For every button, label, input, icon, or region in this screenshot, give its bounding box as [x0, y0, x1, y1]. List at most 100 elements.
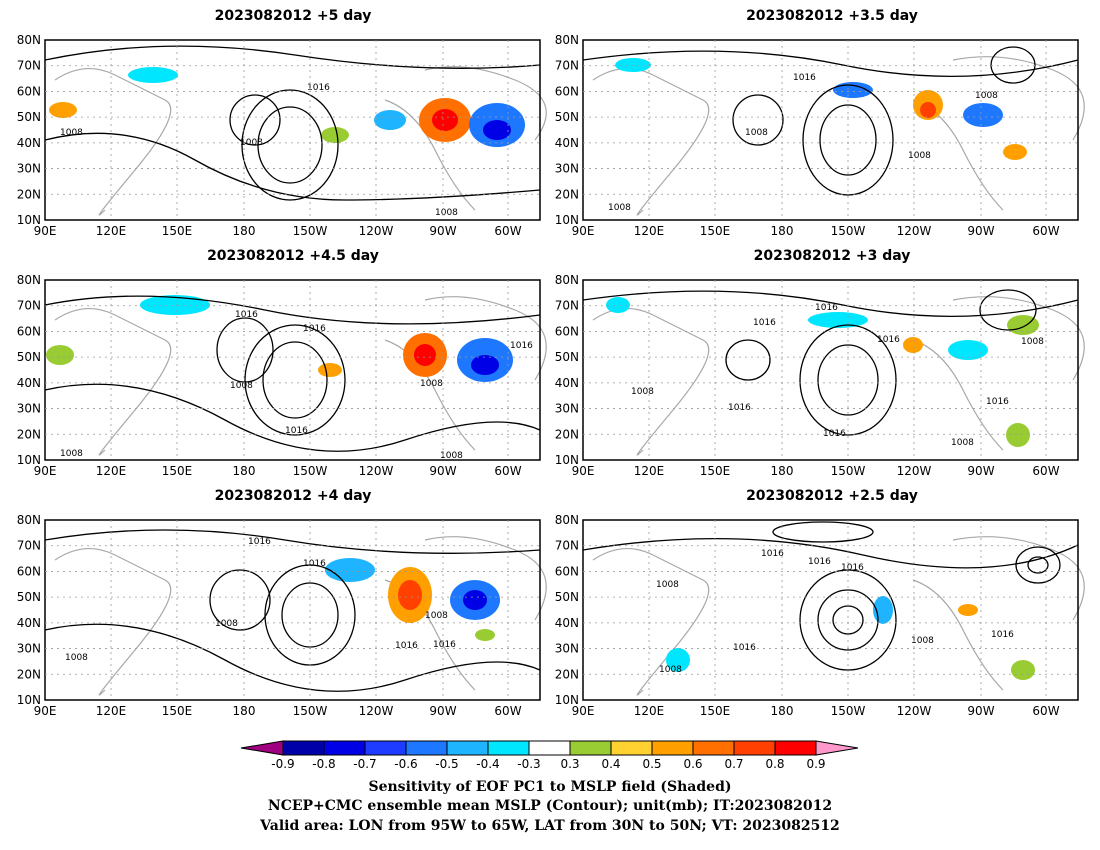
contour-label: 1008	[215, 619, 238, 629]
lat-tick-label: 20N	[555, 187, 579, 201]
sensitivity-shading	[49, 67, 525, 147]
lon-tick-label: 120E	[96, 224, 127, 238]
contour-label: 1008	[908, 151, 931, 161]
lat-tick-label: 80N	[17, 33, 41, 47]
lat-tick-label: 70N	[555, 59, 579, 73]
lon-tick-label: 150E	[700, 464, 731, 478]
lon-tick-label: 150W	[293, 704, 328, 718]
colorbar-tick-label: -0.3	[517, 757, 540, 771]
colorbar: -0.9 -0.8 -0.7 -0.6 -0.5 -0.4 -0.3 0.3 0.4 0.5 0.6…	[240, 740, 859, 771]
lon-tick-label: 90E	[572, 464, 595, 478]
lat-tick-label: 20N	[17, 667, 41, 681]
lat-tick-label: 60N	[555, 564, 579, 578]
contour-label: 1016	[248, 537, 271, 547]
lon-tick-label: 150E	[162, 704, 193, 718]
lon-tick-label: 150W	[831, 464, 866, 478]
lat-tick-label: 60N	[17, 84, 41, 98]
lat-tick-label: 10N	[555, 693, 579, 707]
lon-tick-label: 90W	[967, 224, 994, 238]
colorbar-left-arrow	[240, 740, 284, 756]
lon-tick-label: 150W	[831, 704, 866, 718]
contour-label: 1008	[420, 379, 443, 389]
colorbar-tick-label: 0.4	[601, 757, 620, 771]
lon-tick-label: 150E	[162, 464, 193, 478]
lat-tick-label: 70N	[17, 299, 41, 313]
contour-label: 1016	[991, 630, 1014, 640]
lon-tick-label: 90E	[34, 464, 57, 478]
sensitivity-shading	[666, 596, 1035, 680]
lat-tick-label: 10N	[555, 213, 579, 227]
lat-tick-label: 50N	[555, 110, 579, 124]
lat-tick-label: 80N	[555, 33, 579, 47]
lat-tick-label: 30N	[555, 162, 579, 176]
contour-label: 1016	[307, 83, 330, 93]
colorbar-tick-label: -0.8	[312, 757, 335, 771]
mslp-contours	[44, 45, 541, 201]
lon-tick-label: 90E	[34, 224, 57, 238]
lon-tick-label: 120W	[897, 464, 932, 478]
panel-title: 2023082012 +5 day	[215, 8, 372, 24]
lat-tick-label: 80N	[555, 513, 579, 527]
contour-label: 1016	[815, 303, 838, 313]
contour-label: 1016	[753, 318, 776, 328]
lon-tick-label: 60W	[1032, 704, 1059, 718]
contour-label: 1008	[975, 91, 998, 101]
lat-tick-label: 30N	[17, 642, 41, 656]
colorbar-tick-label: -0.9	[271, 757, 294, 771]
lat-tick-label: 80N	[17, 273, 41, 287]
panel-title: 2023082012 +3.5 day	[746, 8, 918, 24]
lat-tick-label: 40N	[17, 136, 41, 150]
lon-tick-label: 90E	[572, 704, 595, 718]
contour-label: 1008	[911, 636, 934, 646]
lon-tick-label: 120E	[96, 464, 127, 478]
map-panel-3day: 1016 1016 1016 1008 1008 1016 1016 1016 …	[582, 279, 1085, 461]
lon-tick-label: 180	[771, 704, 794, 718]
map-panel-4day: 1016 1016 1008 1008 1016 1016 1008	[44, 519, 547, 701]
contour-label: 1008	[608, 203, 631, 213]
map-panel-2.5day: 1016 1016 1016 1008 1016 1008 1016 1008	[582, 519, 1085, 701]
colorbar-box	[405, 740, 448, 756]
caption-line-1: Sensitivity of EOF PC1 to MSLP field (Sh…	[368, 779, 731, 795]
lat-tick-label: 40N	[17, 376, 41, 390]
lat-tick-label: 70N	[17, 539, 41, 553]
colorbar-box	[774, 740, 817, 756]
contour-label: 1016	[303, 324, 326, 334]
contour-label: 1016	[433, 640, 456, 650]
contour-label: 1008	[631, 387, 654, 397]
lon-tick-label: 180	[233, 224, 256, 238]
lon-tick-label: 90W	[967, 704, 994, 718]
lat-tick-label: 80N	[17, 513, 41, 527]
caption-line-3: Valid area: LON from 95W to 65W, LAT fro…	[259, 818, 840, 834]
contour-label: 1016	[285, 426, 308, 436]
sensitivity-shading	[46, 295, 513, 382]
lon-tick-label: 90E	[34, 704, 57, 718]
colorbar-tick-label: 0.9	[806, 757, 825, 771]
map-panel-5day: 1008 1008 1016 1008	[44, 39, 547, 221]
mslp-contours	[44, 295, 541, 452]
contour-label: 1008	[60, 128, 83, 138]
lat-tick-label: 20N	[555, 667, 579, 681]
lon-tick-label: 150W	[831, 224, 866, 238]
lat-tick-label: 40N	[555, 616, 579, 630]
contour-label: 1008	[659, 665, 682, 675]
lon-tick-label: 90E	[572, 224, 595, 238]
contour-label: 1008	[65, 653, 88, 663]
contour-label: 1008	[435, 208, 458, 218]
lat-tick-label: 60N	[17, 324, 41, 338]
lon-tick-label: 180	[233, 464, 256, 478]
contour-label: 1008	[60, 449, 83, 459]
contour-label: 1016	[235, 310, 258, 320]
lon-tick-label: 90W	[429, 704, 456, 718]
lon-tick-label: 180	[771, 464, 794, 478]
lat-tick-label: 20N	[555, 427, 579, 441]
lon-tick-label: 120W	[359, 224, 394, 238]
mslp-contours	[44, 529, 541, 692]
lon-tick-label: 150E	[162, 224, 193, 238]
lat-tick-label: 10N	[17, 453, 41, 467]
lat-tick-label: 80N	[555, 273, 579, 287]
lat-tick-label: 10N	[555, 453, 579, 467]
lat-tick-label: 50N	[555, 350, 579, 364]
contour-label: 1008	[1021, 337, 1044, 347]
colorbar-box	[610, 740, 653, 756]
